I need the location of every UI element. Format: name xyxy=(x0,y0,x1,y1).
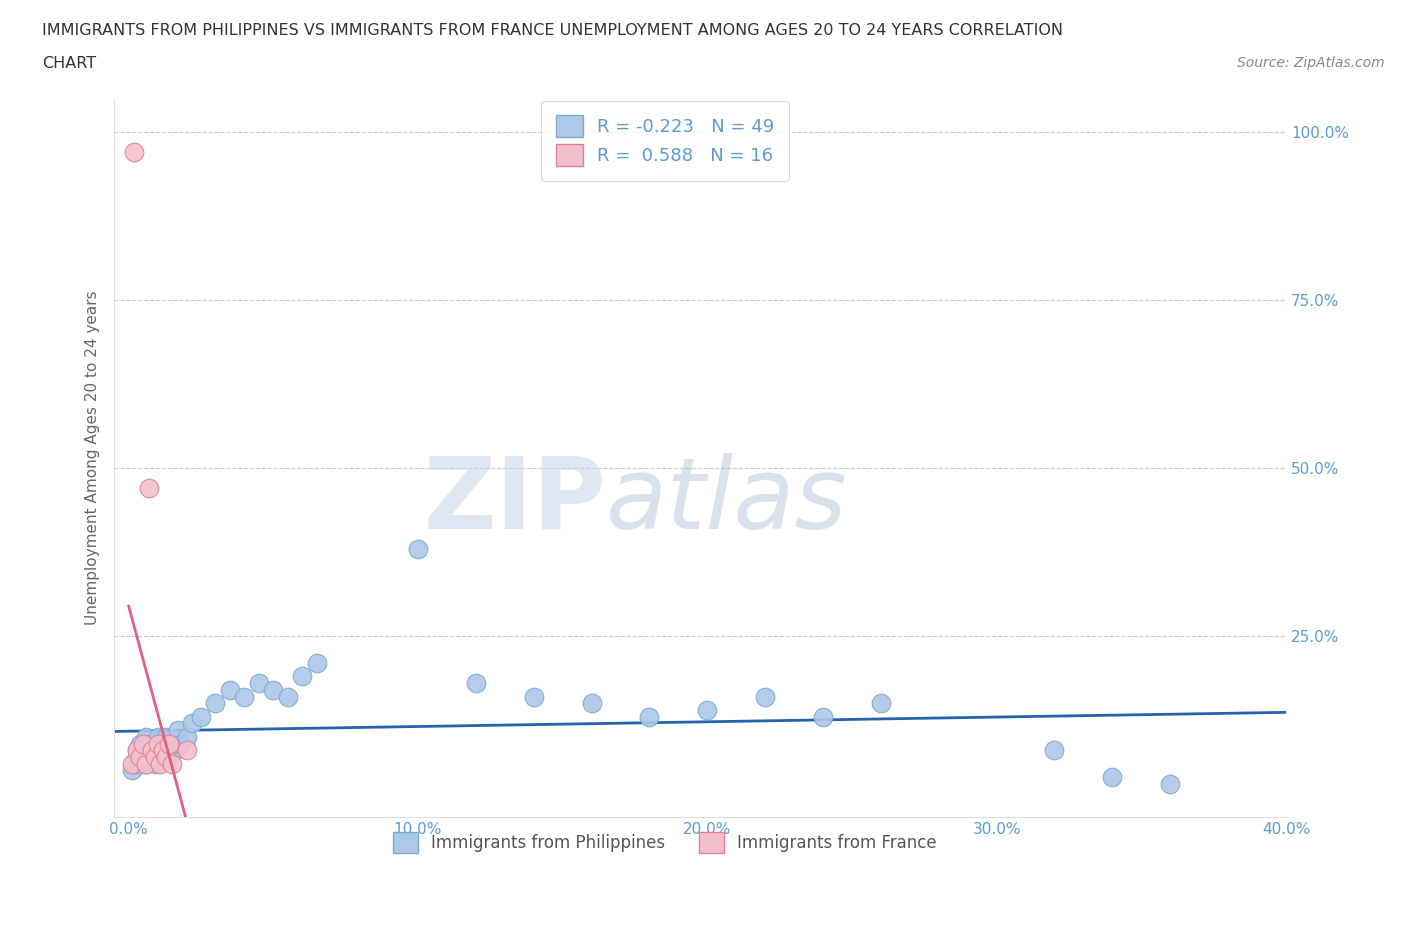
Point xyxy=(638,710,661,724)
Point xyxy=(124,756,146,771)
Point xyxy=(135,756,157,771)
Point xyxy=(155,750,177,764)
Point xyxy=(696,702,718,717)
Point xyxy=(1159,777,1181,791)
Point xyxy=(157,736,180,751)
Text: atlas: atlas xyxy=(606,453,848,550)
Point xyxy=(181,716,204,731)
Point xyxy=(141,750,163,764)
Point xyxy=(870,696,893,711)
Point xyxy=(127,750,149,764)
Point xyxy=(464,675,486,690)
Point xyxy=(124,145,146,160)
Point xyxy=(305,656,328,671)
Point xyxy=(406,541,429,556)
Point xyxy=(132,736,155,751)
Point xyxy=(247,675,270,690)
Point xyxy=(146,729,169,744)
Y-axis label: Unemployment Among Ages 20 to 24 years: Unemployment Among Ages 20 to 24 years xyxy=(86,291,100,625)
Point xyxy=(170,736,193,751)
Point xyxy=(155,729,177,744)
Point xyxy=(523,689,546,704)
Point xyxy=(129,736,152,751)
Point xyxy=(132,743,155,758)
Point xyxy=(157,750,180,764)
Point xyxy=(143,750,166,764)
Point xyxy=(121,763,143,777)
Point xyxy=(149,756,172,771)
Point xyxy=(1101,770,1123,785)
Point xyxy=(176,729,198,744)
Point xyxy=(160,756,183,771)
Point xyxy=(132,750,155,764)
Point xyxy=(204,696,226,711)
Point xyxy=(138,481,160,496)
Point xyxy=(141,743,163,758)
Point xyxy=(262,683,284,698)
Point xyxy=(152,743,174,758)
Point xyxy=(233,689,256,704)
Text: CHART: CHART xyxy=(42,56,96,71)
Legend: Immigrants from Philippines, Immigrants from France: Immigrants from Philippines, Immigrants … xyxy=(387,826,943,859)
Point xyxy=(219,683,242,698)
Point xyxy=(163,743,186,758)
Point xyxy=(152,743,174,758)
Text: ZIP: ZIP xyxy=(423,453,606,550)
Point xyxy=(127,743,149,758)
Point xyxy=(121,756,143,771)
Point xyxy=(1043,743,1066,758)
Point xyxy=(581,696,603,711)
Point xyxy=(160,736,183,751)
Point xyxy=(138,736,160,751)
Point xyxy=(129,750,152,764)
Point xyxy=(129,756,152,771)
Point xyxy=(190,710,212,724)
Point xyxy=(811,710,834,724)
Point xyxy=(127,743,149,758)
Point xyxy=(166,723,188,737)
Point xyxy=(291,669,314,684)
Point xyxy=(149,736,172,751)
Point xyxy=(277,689,299,704)
Point xyxy=(754,689,776,704)
Point xyxy=(146,736,169,751)
Point xyxy=(135,729,157,744)
Point xyxy=(146,743,169,758)
Point xyxy=(143,736,166,751)
Text: Source: ZipAtlas.com: Source: ZipAtlas.com xyxy=(1237,56,1385,70)
Point xyxy=(143,756,166,771)
Point xyxy=(176,743,198,758)
Point xyxy=(138,750,160,764)
Point xyxy=(135,756,157,771)
Text: IMMIGRANTS FROM PHILIPPINES VS IMMIGRANTS FROM FRANCE UNEMPLOYMENT AMONG AGES 20: IMMIGRANTS FROM PHILIPPINES VS IMMIGRANT… xyxy=(42,23,1063,38)
Point xyxy=(141,743,163,758)
